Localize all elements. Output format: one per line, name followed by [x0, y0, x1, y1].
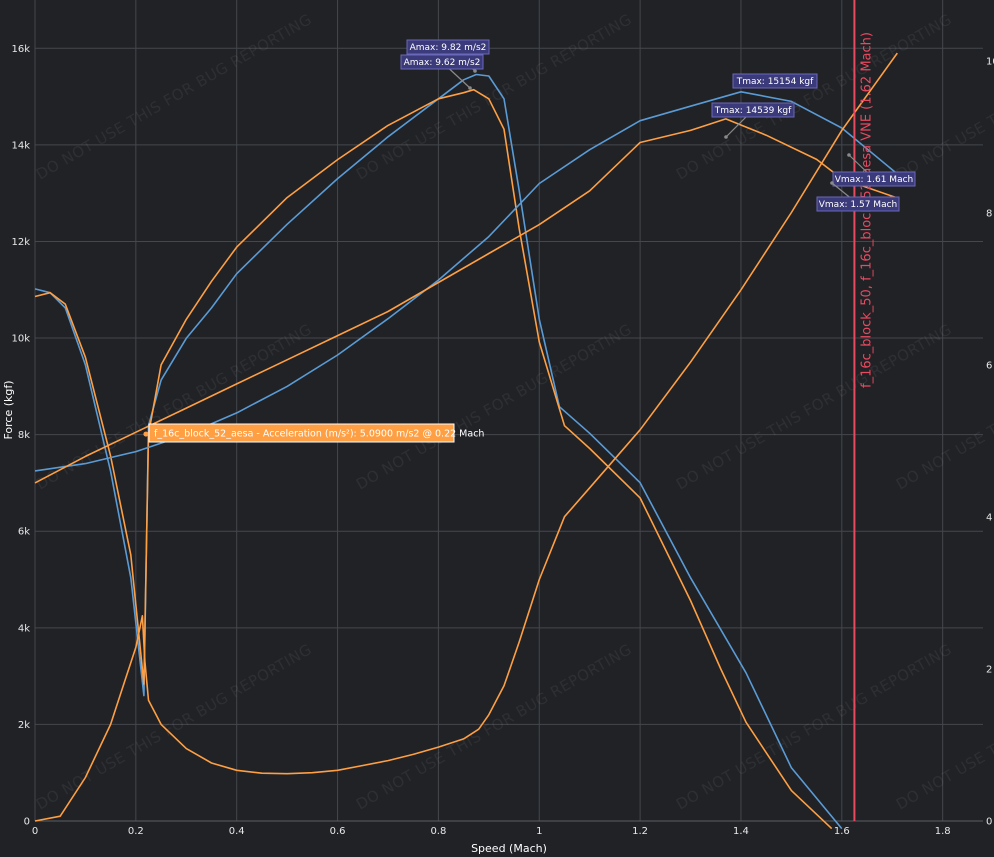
watermark-text: DO NOT USE THIS FOR BUG REPORTING	[353, 320, 635, 493]
y2-tick-label: 8	[986, 208, 992, 219]
x-tick-label: 0.6	[330, 826, 346, 837]
y-tick-label: 0	[24, 817, 30, 828]
y2-tick-label: 2	[986, 664, 992, 675]
hover-label-text: f_16c_block_52_aesa - Acceleration (m/s²…	[154, 429, 484, 440]
annotation-label: Amax: 9.62 m/s2	[404, 58, 481, 68]
series-line-4	[34, 118, 898, 484]
annotation-arrow-head	[473, 69, 477, 73]
x-tick-label: 1	[536, 826, 542, 837]
y2-tick-label: 0	[986, 817, 992, 828]
y-tick-label: 6k	[18, 527, 30, 538]
watermark-text: DO NOT USE THIS FOR BUG REPORTING	[33, 320, 315, 493]
annotation-box	[711, 102, 795, 118]
x-tick-label: 0	[32, 826, 38, 837]
y2-tick-label: 10	[986, 56, 994, 67]
series-line-1	[34, 73, 843, 830]
annotation-arrow-head	[830, 181, 834, 185]
x-tick-label: 1.8	[935, 826, 951, 837]
annotation-box	[832, 171, 916, 187]
hover-point	[143, 431, 149, 437]
y-tick-label: 2k	[18, 720, 30, 731]
annotation-label: Vmax: 1.57 Mach	[819, 200, 898, 210]
annotation-label: Amax: 9.82 m/s2	[410, 43, 487, 53]
annotation-box	[816, 196, 900, 212]
watermark-text: DO NOT USE THIS FOR BUG REPORTING	[353, 10, 635, 183]
annotation-box	[406, 39, 490, 55]
x-tick-label: 1.4	[733, 826, 749, 837]
y-tick-label: 14k	[11, 140, 30, 151]
x-tick-label: 1.2	[632, 826, 648, 837]
annotation-label: Tmax: 15154 kgf	[736, 77, 814, 87]
y2-tick-label: 6	[986, 360, 992, 371]
y-tick-label: 16k	[11, 44, 30, 55]
watermark-text: DO NOT USE THIS FOR BUG REPORTING	[353, 640, 635, 813]
x-tick-label: 1.6	[834, 826, 850, 837]
y2-tick-label: 4	[986, 512, 992, 523]
series-line-5	[34, 52, 898, 822]
y-tick-label: 4k	[18, 623, 30, 634]
y-tick-label: 8k	[18, 430, 30, 441]
x-axis-title: Speed (Mach)	[471, 842, 547, 855]
y-tick-label: 12k	[11, 237, 30, 248]
annotation-label: Tmax: 14539 kgf	[714, 106, 792, 116]
x-tick-label: 0.4	[229, 826, 245, 837]
hover-label-box	[148, 423, 455, 443]
annotation-arrow-head	[847, 153, 851, 157]
watermark-text: DO NOT USE THIS FOR BUG REPORTING	[33, 640, 315, 813]
annotation-box	[732, 73, 818, 89]
annotation-label: Vmax: 1.61 Mach	[835, 175, 914, 185]
series-line-2	[34, 88, 833, 830]
y-axis-title: Force (kgf)	[2, 380, 15, 439]
x-tick-label: 0.2	[128, 826, 144, 837]
annotation-box	[400, 54, 484, 70]
watermark-text: DO NOT USE THIS FOR BUG REPORTING	[33, 10, 315, 183]
annotation-arrow-head	[468, 86, 472, 90]
x-tick-label: 0.8	[430, 826, 446, 837]
y-tick-label: 10k	[11, 334, 30, 345]
annotation-arrow-head	[724, 135, 728, 139]
